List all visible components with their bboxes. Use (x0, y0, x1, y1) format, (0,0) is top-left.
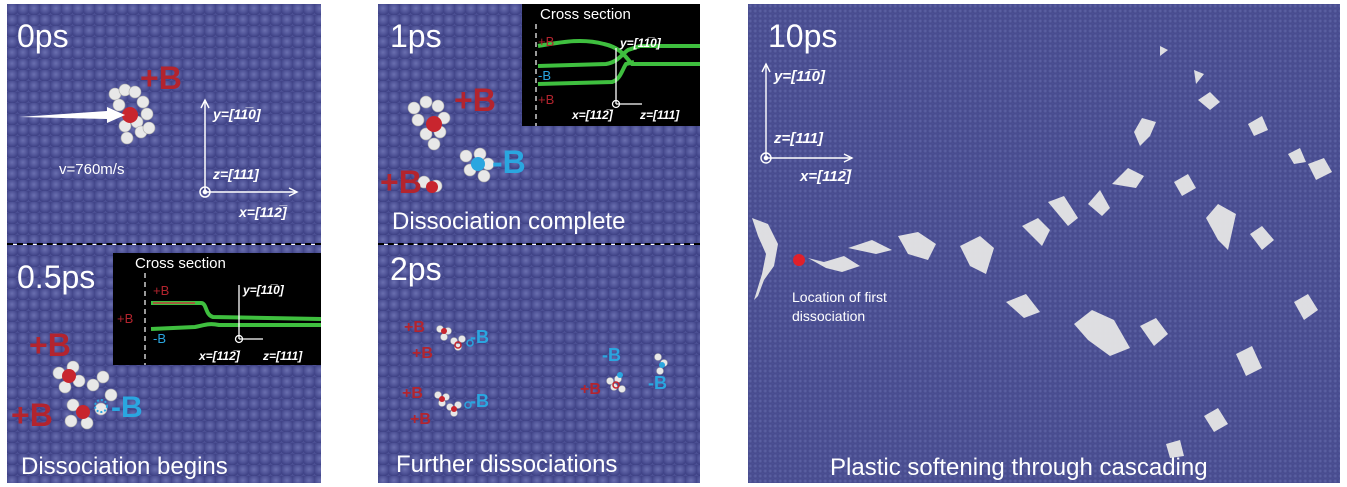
plus-b-label-a1: +B (404, 319, 425, 336)
trace-plus-b-side: +B (117, 311, 134, 326)
minus-b-label: -B (111, 391, 143, 424)
cross-section-inset: Cross section +B +B -B y=[11̅0] x=[112̅]… (113, 253, 321, 365)
minus-b-label-c2: -B (648, 373, 667, 393)
time-label: 0ps (17, 18, 69, 54)
inset-axis-x: x=[112̅] (199, 349, 240, 363)
plus-b-label-c: +B (580, 381, 601, 398)
plus-b-label-lower: +B (11, 397, 53, 433)
cascade-defects-graphic (752, 46, 1332, 458)
plus-b-label-a2: +B (412, 345, 433, 362)
panel-caption: Further dissociations (396, 451, 618, 478)
minus-b-label-c1: -B (602, 345, 621, 365)
minus-b-label: -B (492, 144, 526, 180)
axis-x-label: x=[112̅] (800, 168, 852, 185)
axis-y-label: y=[11̅0] (774, 68, 826, 85)
dissociated-cores-graphic (407, 95, 495, 193)
time-label: 10ps (768, 18, 838, 54)
trace-minus-b: -B (153, 331, 166, 346)
multiple-dissociations-graphic (434, 325, 668, 417)
panel-divider (378, 243, 700, 245)
minus-b-label-b: -B (470, 391, 489, 411)
time-label: 0.5ps (17, 259, 96, 295)
inset-axis-x: x=[112̅] (572, 108, 613, 122)
minus-b-label-a: -B (470, 327, 489, 347)
time-label: 1ps (390, 18, 442, 54)
plus-b-label-upper: +B (454, 82, 496, 118)
panel-1ps: 1ps Cross section +B -B +B y=[11̅0] x=[1… (378, 4, 700, 244)
velocity-label: v=760m/s (59, 161, 125, 178)
panel-caption: Dissociation complete (392, 208, 626, 235)
axis-x-label: x=[112̅] (239, 204, 287, 220)
inset-axis-z: z=[111] (263, 349, 303, 363)
inset-axis-z: z=[111] (640, 108, 680, 122)
panel-caption: Plastic softening through cascading (830, 454, 1208, 481)
trace-plus-b: +B (538, 34, 555, 49)
panel-divider (7, 243, 321, 245)
panel-caption: Dissociation begins (21, 453, 228, 480)
panel-2ps: 2ps +B +B -B +B +B -B +B -B -B Further d… (378, 245, 700, 483)
cross-section-trace (535, 24, 700, 126)
note-line-2: dissociation (792, 308, 866, 324)
plus-b-label-b2: +B (410, 411, 431, 428)
inset-axis-y: y=[11̅0] (620, 36, 661, 50)
cross-section-trace (144, 273, 321, 365)
panel-0ps: 0ps +B v=760m/s y=[11̅0] z=[111] x=[112̅… (7, 4, 321, 244)
trace-plus-b-lower: +B (538, 92, 555, 107)
plus-b-label-upper: +B (29, 327, 71, 363)
inset-title: Cross section (135, 255, 226, 272)
trace-plus-b: +B (153, 283, 170, 298)
dissociating-core-graphic (52, 360, 118, 430)
plus-b-label-lower: +B (380, 164, 422, 200)
plus-b-label: +B (140, 60, 182, 96)
trace-minus-b: -B (538, 68, 551, 83)
inset-axis-y: y=[11̅0] (243, 283, 284, 297)
panel-10ps: 10ps (748, 4, 1340, 483)
panel-0-5ps: 0.5ps Cross section +B +B -B y=[11̅0] x=… (7, 245, 321, 483)
first-dissociation-note: Location of first dissociation (792, 288, 887, 326)
axis-y-label: y=[11̅0] (213, 106, 261, 122)
axis-z-label: z=[111] (213, 166, 259, 182)
cross-section-inset: Cross section +B -B +B y=[11̅0] x=[112̅]… (522, 4, 700, 126)
dislocation-core-graphic (19, 83, 299, 198)
plus-b-label-b1: +B (402, 385, 423, 402)
inset-title: Cross section (540, 6, 631, 23)
time-label: 2ps (390, 251, 442, 287)
note-line-1: Location of first (792, 289, 887, 305)
axis-z-label: z=[111] (774, 130, 824, 147)
